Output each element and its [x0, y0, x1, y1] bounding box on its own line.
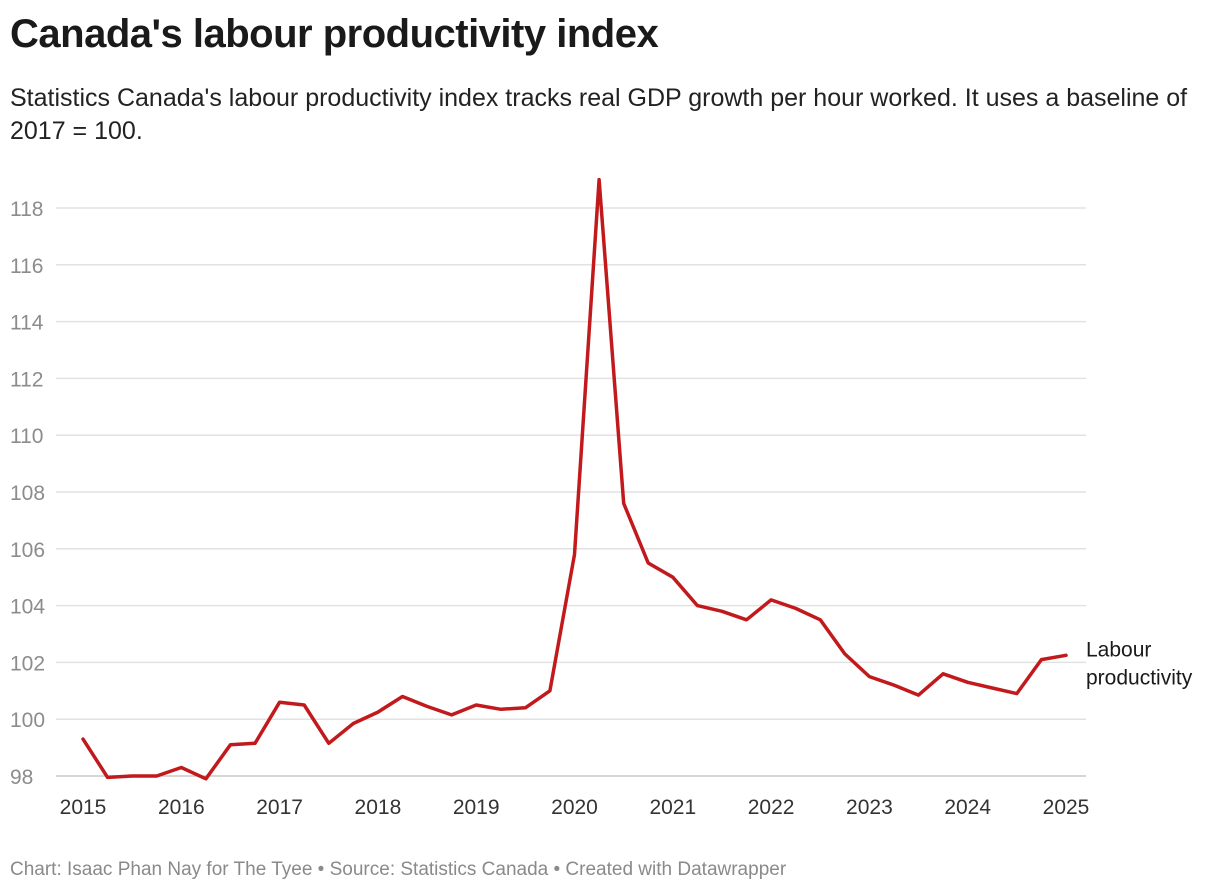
- chart-title: Canada's labour productivity index: [10, 12, 659, 56]
- y-tick-label: 116: [10, 255, 43, 278]
- y-tick-label: 104: [10, 596, 45, 619]
- chart-footer: Chart: Isaac Phan Nay for The Tyee • Sou…: [10, 859, 787, 880]
- x-tick-label: 2024: [944, 796, 991, 819]
- x-axis-ticks: 2015 2016 2017 2018 2019 2020 2021 2022 2023 2024…: [60, 796, 1090, 819]
- y-tick-label: 112: [10, 368, 43, 391]
- x-tick-label: 2019: [453, 796, 500, 819]
- y-tick-label: 118: [10, 198, 43, 221]
- y-tick-label: 100: [10, 709, 45, 732]
- x-tick-label: 2018: [355, 796, 402, 819]
- y-tick-label: 98: [10, 766, 33, 789]
- series-labels: Labour productivity: [1086, 638, 1193, 689]
- x-tick-label: 2022: [748, 796, 795, 819]
- y-tick-label: 110: [10, 425, 43, 448]
- x-tick-label: 2021: [649, 796, 696, 819]
- x-tick-label: 2023: [846, 796, 893, 819]
- x-tick-label: 2025: [1043, 796, 1090, 819]
- series-label: Labour: [1086, 638, 1151, 661]
- series-line-labour-productivity: [81, 177, 1068, 781]
- x-tick-label: 2016: [158, 796, 205, 819]
- y-tick-label: 102: [10, 652, 45, 675]
- x-tick-label: 2015: [60, 796, 107, 819]
- x-tick-label: 2017: [256, 796, 303, 819]
- y-tick-label: 114: [10, 312, 44, 335]
- y-tick-label: 106: [10, 539, 45, 562]
- y-axis-ticks: 98 100 102 104 106 108 110 112 114 116 118: [10, 198, 45, 789]
- x-tick-label: 2020: [551, 796, 598, 819]
- series-layer: [81, 177, 1068, 781]
- series-label: productivity: [1086, 666, 1193, 689]
- gridlines: [56, 207, 1086, 777]
- y-tick-label: 108: [10, 482, 45, 505]
- chart-subtitle: Statistics Canada's labour productivity …: [10, 84, 1188, 145]
